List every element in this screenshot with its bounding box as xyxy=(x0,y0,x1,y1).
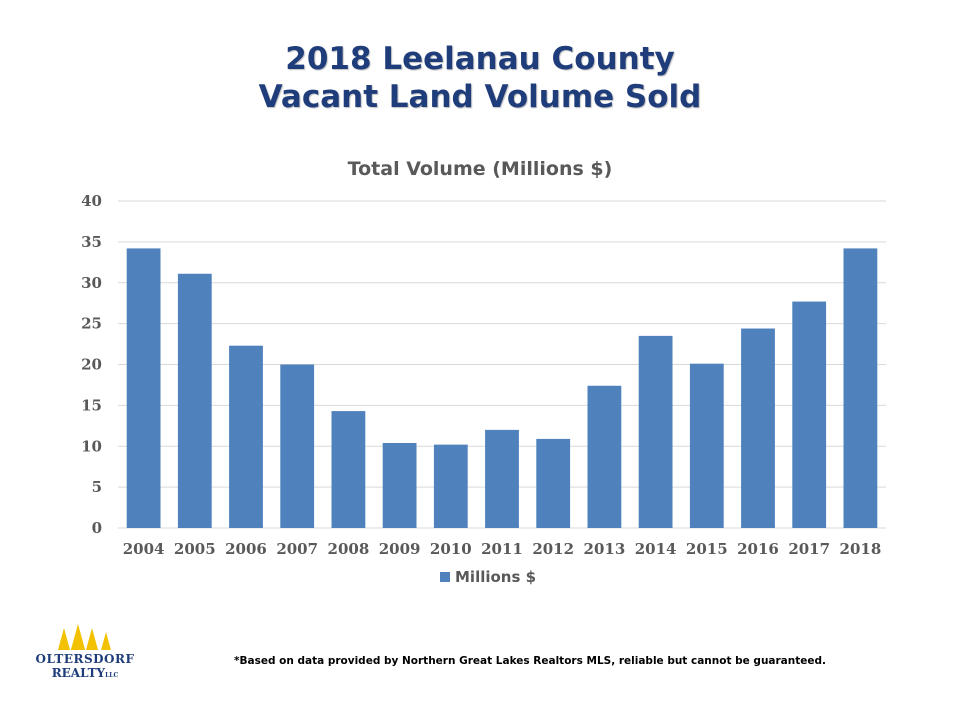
x-tick-label: 2016 xyxy=(737,540,779,558)
bar-2018 xyxy=(843,248,878,529)
x-axis-ticks: 2004 2005 2006 2007 2008 2009 2010 2011 2012 2013… xyxy=(123,540,882,558)
chart-legend: Millions $ xyxy=(440,568,536,586)
bar-2015 xyxy=(689,363,724,528)
x-tick-label: 2006 xyxy=(225,540,267,558)
logo-sub: REALTYLLC xyxy=(30,666,140,680)
x-tick-label: 2014 xyxy=(635,540,677,558)
pine-tree-shape xyxy=(101,632,111,650)
bar-2009 xyxy=(382,442,417,528)
x-tick-label: 2018 xyxy=(840,540,882,558)
x-tick-label: 2005 xyxy=(174,540,216,558)
bar-2006 xyxy=(229,345,263,528)
logo-llc: LLC xyxy=(105,672,119,679)
y-tick-label: 35 xyxy=(81,233,102,251)
x-tick-label: 2017 xyxy=(788,540,830,558)
x-tick-label: 2013 xyxy=(584,540,626,558)
bar-2010 xyxy=(433,444,468,528)
y-tick-label: 30 xyxy=(81,274,102,292)
pine-tree-shape xyxy=(85,628,99,650)
chart-bars xyxy=(126,248,878,529)
pine-trees-icon xyxy=(57,624,111,650)
bar-2004 xyxy=(126,248,161,529)
bar-2013 xyxy=(587,385,622,528)
x-tick-label: 2008 xyxy=(328,540,370,558)
x-tick-label: 2010 xyxy=(430,540,472,558)
legend-label: Millions $ xyxy=(455,568,537,586)
bar-2017 xyxy=(792,301,827,528)
y-tick-label: 0 xyxy=(92,519,102,537)
y-axis-ticks: 0 5 10 15 20 25 30 35 40 xyxy=(81,192,102,537)
chart-title: Total Volume (Millions $) xyxy=(347,158,613,180)
logo-name: OLTERSDORF xyxy=(35,652,135,666)
bar-2016 xyxy=(741,328,775,528)
x-tick-label: 2015 xyxy=(686,540,728,558)
footnote: *Based on data provided by Northern Grea… xyxy=(234,655,827,667)
y-tick-label: 5 xyxy=(92,478,102,496)
company-logo: OLTERSDORF REALTYLLC xyxy=(30,624,140,684)
bar-2012 xyxy=(536,438,571,528)
x-tick-label: 2012 xyxy=(532,540,574,558)
y-tick-label: 25 xyxy=(81,315,102,333)
bar-2007 xyxy=(280,364,315,528)
x-tick-label: 2009 xyxy=(379,540,421,558)
slide-title-line1: 2018 Leelanau County xyxy=(285,41,675,77)
y-tick-label: 10 xyxy=(81,437,102,455)
logo-sub-text: REALTY xyxy=(51,666,106,680)
x-tick-label: 2011 xyxy=(481,540,523,558)
y-tick-label: 15 xyxy=(81,396,102,414)
y-tick-label: 20 xyxy=(81,356,102,374)
y-tick-label: 40 xyxy=(81,192,102,210)
slide-title-line2: Vacant Land Volume Sold xyxy=(258,79,702,115)
bar-2005 xyxy=(177,273,212,528)
bar-2014 xyxy=(638,335,673,528)
x-tick-label: 2007 xyxy=(276,540,318,558)
bar-2011 xyxy=(485,429,519,528)
pine-tree-shape xyxy=(57,628,71,650)
legend-swatch xyxy=(440,572,450,582)
pine-tree-shape xyxy=(70,624,86,650)
slide-title: 2018 Leelanau County Vacant Land Volume … xyxy=(0,40,960,116)
bar-2008 xyxy=(331,411,366,528)
x-tick-label: 2004 xyxy=(123,540,165,558)
